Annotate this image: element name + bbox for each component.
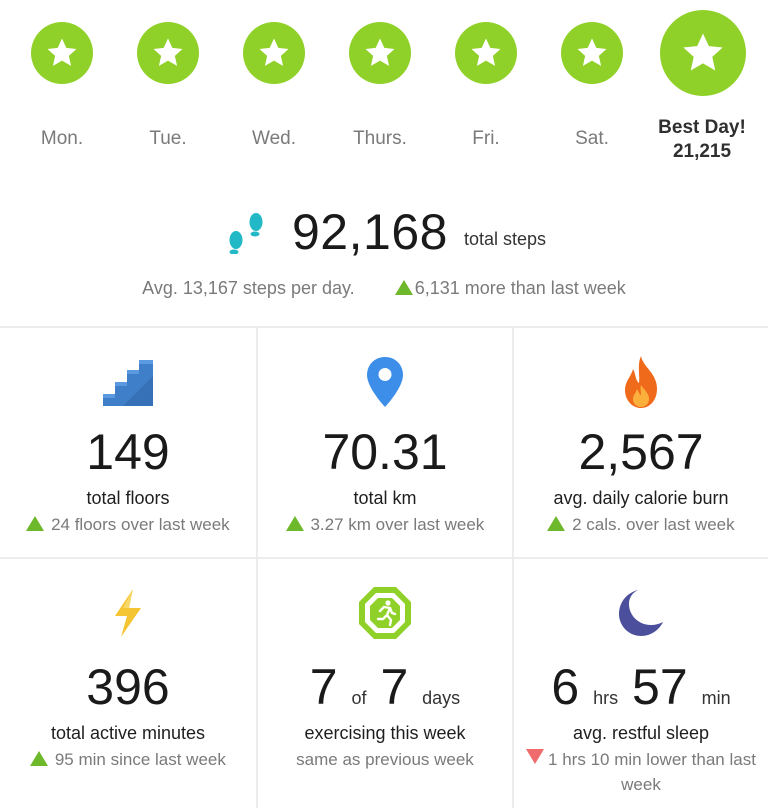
steps-average: Avg. 13,167 steps per day.	[142, 278, 355, 298]
running-person-icon	[359, 587, 411, 639]
up-arrow-icon	[30, 751, 49, 766]
up-arrow-icon	[547, 516, 566, 531]
lightning-icon	[115, 589, 141, 637]
sleep-label: avg. restful sleep	[572, 723, 710, 743]
steps-total-value: 92,168	[292, 204, 448, 260]
floors-label: total floors	[86, 488, 170, 508]
day-label: Thurs.	[353, 128, 407, 149]
sleep-tile[interactable]: 6 hrs 57 min avg. restful sleep 1 hrs 10…	[512, 557, 768, 808]
sleep-value: 6 hrs 57 min	[514, 659, 768, 726]
star-icon	[259, 38, 289, 66]
calories-label: avg. daily calorie burn	[553, 488, 729, 508]
calories-delta-line: 2 cals. over last week	[520, 512, 762, 537]
distance-delta-line: 3.27 km over last week	[264, 512, 506, 537]
steps-delta: 6,131 more than last week	[414, 278, 626, 298]
floors-value: 149	[86, 424, 170, 480]
best-day-badge[interactable]	[660, 10, 746, 96]
sleep-hours-unit: hrs	[593, 688, 619, 708]
footprints-icon	[229, 213, 263, 254]
exercise-of: of	[351, 688, 367, 708]
day-badge	[137, 22, 199, 84]
day-label: Mon.	[40, 128, 84, 149]
down-arrow-icon	[526, 749, 545, 764]
best-day-label: Best Day!	[658, 117, 746, 138]
day-badge	[243, 22, 305, 84]
day-label: Tue.	[149, 128, 187, 149]
floors-delta: 24 floors over last week	[51, 515, 230, 534]
location-pin-icon	[367, 357, 403, 407]
day-badge	[561, 22, 623, 84]
week-badges-row: Mon. Tue. Wed. Thurs. Fri. Sat. Best Day! 21,…	[0, 0, 768, 190]
floors-delta-line: 24 floors over last week	[6, 512, 250, 537]
star-icon	[365, 38, 395, 66]
active-minutes-label: total active minutes	[50, 723, 206, 743]
floors-tile[interactable]: 149 total floors 24 floors over last wee…	[0, 328, 256, 557]
best-day-summary: Best Day! 21,215	[640, 116, 764, 164]
moon-icon	[619, 590, 663, 636]
day-label: Sat.	[575, 128, 609, 149]
steps-total-line: 92,168 total steps	[0, 204, 768, 260]
active-minutes-tile[interactable]: 396 total active minutes 95 min since la…	[0, 557, 256, 808]
star-icon	[577, 38, 607, 66]
exercise-delta: same as previous week	[296, 750, 474, 769]
active-minutes-delta: 95 min since last week	[54, 750, 226, 769]
calories-tile[interactable]: 2,567 avg. daily calorie burn 2 cals. ov…	[512, 328, 768, 557]
star-icon	[471, 38, 501, 66]
star-icon	[683, 33, 723, 71]
steps-total-unit: total steps	[463, 229, 546, 249]
best-day-value: 21,215	[672, 141, 732, 162]
distance-delta: 3.27 km over last week	[310, 515, 485, 534]
flame-icon	[625, 356, 657, 408]
sleep-delta: 1 hrs 10 min lower than last week	[548, 750, 756, 794]
exercise-value: 7 of 7 days	[258, 659, 512, 726]
sleep-minutes-unit: min	[701, 688, 731, 708]
day-badge	[349, 22, 411, 84]
up-arrow-icon	[26, 516, 45, 531]
sleep-delta-line: 1 hrs 10 min lower than last week	[520, 747, 762, 797]
exercise-days-done: 7	[309, 659, 338, 715]
active-minutes-delta-line: 95 min since last week	[6, 747, 250, 772]
day-label: Wed.	[251, 128, 296, 149]
steps-subline: Avg. 13,167 steps per day. 6,131 more th…	[0, 278, 768, 299]
up-arrow-icon	[285, 516, 304, 531]
up-arrow-icon	[394, 280, 413, 295]
sleep-minutes: 57	[632, 659, 688, 715]
calories-delta: 2 cals. over last week	[572, 515, 735, 534]
sleep-hours: 6	[551, 659, 580, 715]
distance-tile[interactable]: 70.31 total km 3.27 km over last week	[256, 328, 512, 557]
distance-value: 70.31	[322, 424, 448, 480]
star-icon	[153, 38, 183, 66]
stairs-icon	[103, 360, 153, 406]
exercise-label: exercising this week	[304, 723, 466, 743]
day-label: Fri.	[472, 128, 500, 149]
day-badge	[31, 22, 93, 84]
steps-summary: 92,168 total steps Avg. 13,167 steps per…	[0, 190, 768, 326]
exercise-days-unit: days	[422, 688, 461, 708]
star-icon	[47, 38, 77, 66]
exercise-tile[interactable]: 7 of 7 days exercising this week same as…	[256, 557, 512, 808]
calories-value: 2,567	[578, 424, 704, 480]
exercise-days-goal: 7	[380, 659, 409, 715]
day-badge	[455, 22, 517, 84]
stats-grid: 149 total floors 24 floors over last wee…	[0, 326, 768, 808]
active-minutes-value: 396	[86, 659, 170, 715]
distance-label: total km	[353, 488, 417, 508]
